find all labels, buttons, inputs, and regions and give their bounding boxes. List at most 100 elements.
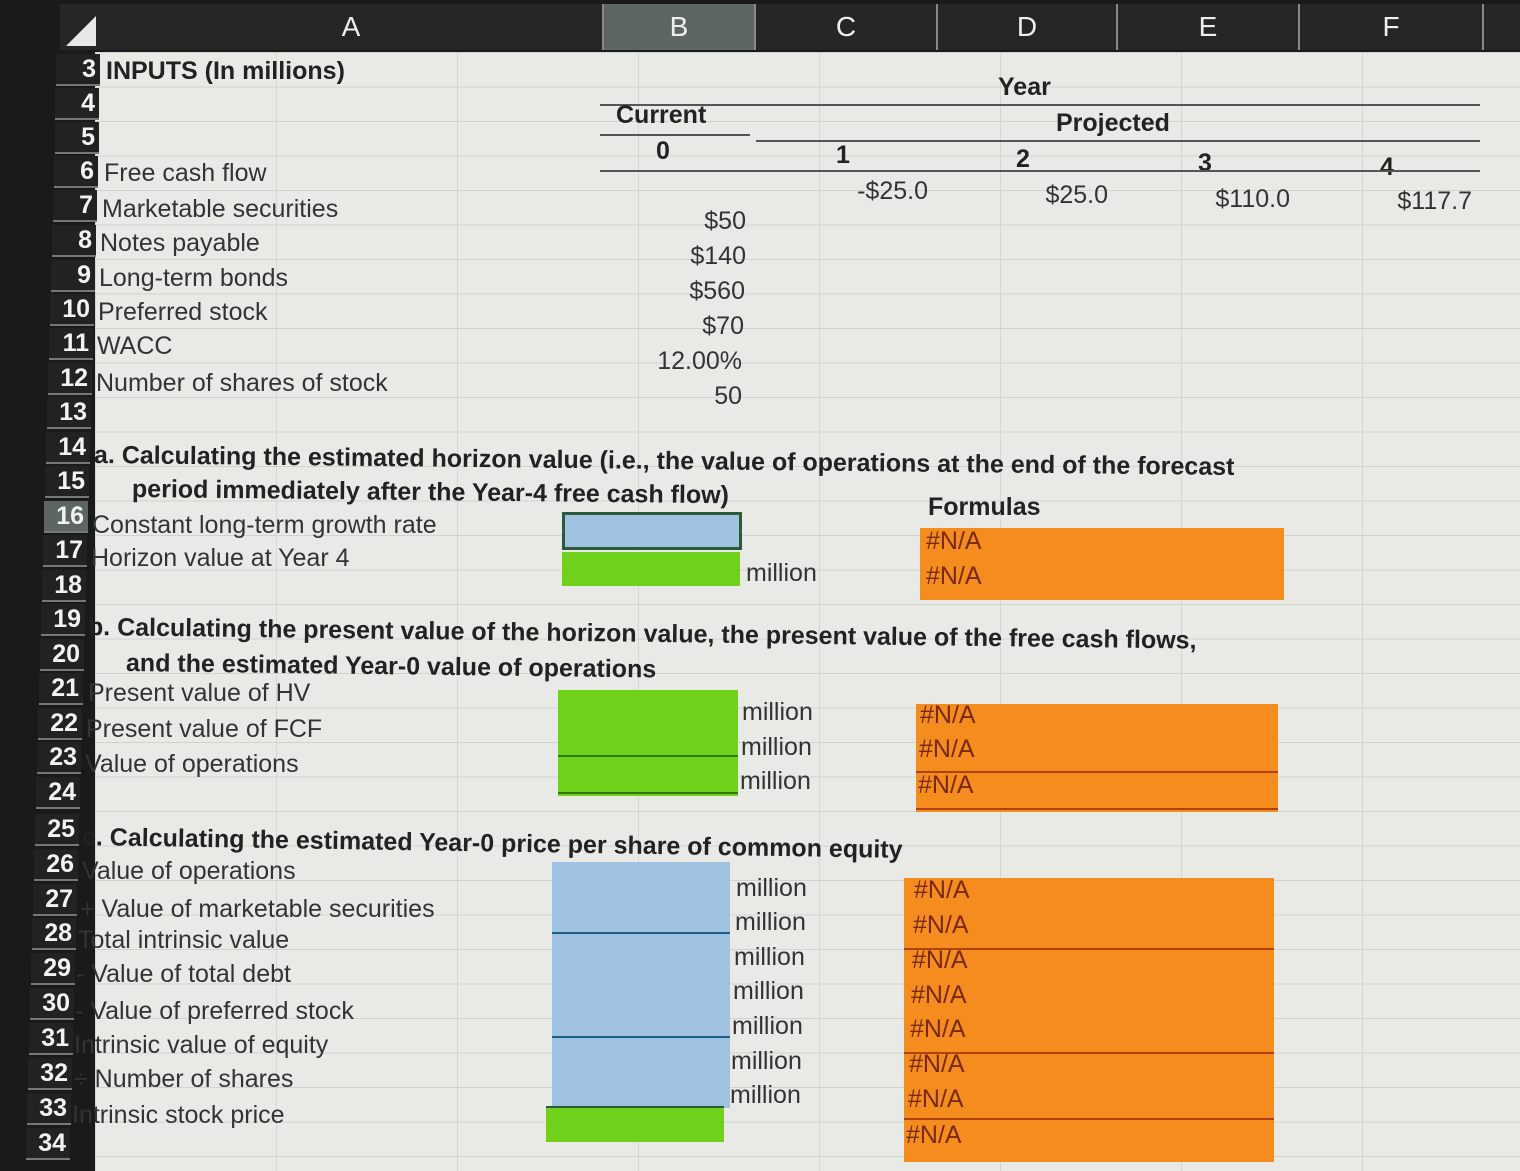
c-value-of-operations-unit: million — [736, 874, 807, 902]
row-header[interactable]: 22 — [38, 708, 82, 740]
c-value-of-operations-formula[interactable]: #N/A — [914, 876, 970, 904]
c-preferred-stock-unit: million — [732, 1012, 803, 1040]
divider — [916, 808, 1278, 810]
divider — [558, 792, 738, 794]
row-header[interactable]: 4 — [55, 88, 99, 120]
input-value-marketable-securities[interactable]: $50 — [704, 207, 746, 235]
input-value-wacc[interactable]: 12.00% — [657, 347, 742, 375]
c-total-intrinsic-value-formula[interactable]: #N/A — [912, 946, 968, 974]
column-header-e[interactable]: E — [1118, 4, 1300, 50]
fcf-label: Free cash flow — [104, 159, 267, 187]
year-underline — [600, 104, 1480, 106]
fcf-year-2[interactable]: $25.0 — [1045, 181, 1108, 209]
input-value-preferred-stock[interactable]: $70 — [702, 312, 744, 340]
column-header-f[interactable]: F — [1300, 4, 1484, 50]
row-header[interactable]: 28 — [32, 918, 76, 950]
input-value-notes-payable[interactable]: $140 — [690, 242, 746, 270]
year-1: 1 — [836, 141, 850, 169]
c-preferred-stock-formula[interactable]: #N/A — [910, 1015, 966, 1043]
row-header[interactable]: 7 — [53, 190, 97, 222]
section-c-formula-block — [904, 878, 1274, 1162]
row-header[interactable]: 17 — [43, 535, 87, 567]
fcf-year-4[interactable]: $117.7 — [1397, 187, 1472, 215]
year-4: 4 — [1380, 153, 1394, 181]
fcf-year-1[interactable]: -$25.0 — [857, 177, 928, 205]
divider — [558, 755, 738, 757]
divider — [904, 1052, 1274, 1054]
row-header[interactable]: 15 — [45, 466, 89, 498]
row-header[interactable]: 23 — [37, 742, 81, 774]
divider — [552, 932, 730, 934]
pv-fcf-formula[interactable]: #N/A — [919, 735, 975, 763]
row-header[interactable]: 10 — [50, 294, 94, 326]
fcf-year-3[interactable]: $110.0 — [1215, 185, 1290, 213]
column-header-d[interactable]: D — [938, 4, 1118, 50]
column-header-b[interactable]: B — [604, 4, 756, 50]
projected-label: Projected — [1056, 109, 1170, 137]
row-header[interactable]: 8 — [52, 225, 96, 257]
c-intrinsic-equity-unit: million — [731, 1047, 802, 1075]
divider — [904, 1118, 1274, 1120]
c-intrinsic-stock-price-label: Intrinsic stock price — [72, 1101, 285, 1129]
pv-hv-formula[interactable]: #N/A — [920, 701, 976, 729]
input-value-long-term-bonds[interactable]: $560 — [689, 277, 745, 305]
section-b-output-block — [558, 690, 738, 796]
row-header[interactable]: 27 — [33, 884, 77, 916]
c-intrinsic-stock-price-formula[interactable]: #N/A — [906, 1121, 962, 1149]
input-value-number-of-shares[interactable]: 50 — [714, 382, 742, 410]
intrinsic-price-output[interactable] — [546, 1106, 724, 1142]
row-header[interactable]: 18 — [42, 570, 86, 602]
c-value-of-operations-label: Value of operations — [82, 857, 296, 885]
row-header[interactable]: 11 — [49, 328, 93, 360]
column-header-g[interactable] — [1484, 4, 1520, 50]
row-header[interactable]: 20 — [40, 639, 84, 671]
pv-fcf-label: Present value of FCF — [86, 715, 323, 743]
c-total-debt-formula[interactable]: #N/A — [911, 981, 967, 1009]
row-header[interactable]: 19 — [41, 604, 85, 636]
row-header[interactable]: 34 — [26, 1128, 70, 1160]
c-number-of-shares-label: ÷ Number of shares — [74, 1065, 294, 1093]
select-all-corner[interactable] — [60, 4, 100, 50]
c-intrinsic-equity-label: Intrinsic value of equity — [74, 1031, 329, 1059]
horizon-value-formula[interactable]: #N/A — [926, 562, 982, 590]
divider — [916, 771, 1278, 773]
section-a-heading-line2: period immediately after the Year-4 free… — [131, 475, 730, 510]
c-marketable-securities-formula[interactable]: #N/A — [913, 911, 969, 939]
row-header[interactable]: 9 — [51, 260, 95, 292]
c-number-of-shares-formula[interactable]: #N/A — [908, 1085, 964, 1113]
row-header[interactable]: 26 — [34, 849, 78, 881]
row-header[interactable]: 31 — [29, 1023, 73, 1055]
row-header[interactable]: 12 — [48, 363, 92, 395]
row-header[interactable]: 16 — [44, 501, 88, 533]
growth-rate-formula[interactable]: #N/A — [926, 527, 982, 555]
column-header-a[interactable]: A — [100, 4, 604, 50]
row-header[interactable]: 32 — [28, 1058, 72, 1090]
column-header-c[interactable]: C — [756, 4, 938, 50]
growth-rate-label: Constant long-term growth rate — [92, 511, 437, 539]
c-total-debt-label: - Value of total debt — [76, 960, 291, 988]
growth-rate-input[interactable] — [562, 512, 742, 550]
section-a-formula-block — [920, 528, 1284, 600]
divider — [904, 948, 1274, 950]
row-header[interactable]: 6 — [54, 156, 98, 188]
row-header[interactable]: 30 — [30, 988, 74, 1020]
c-intrinsic-equity-formula[interactable]: #N/A — [909, 1050, 965, 1078]
row-header[interactable]: 14 — [46, 432, 90, 464]
row-header[interactable]: 29 — [31, 953, 75, 985]
value-of-operations-formula[interactable]: #N/A — [918, 771, 974, 799]
row-header[interactable]: 5 — [55, 122, 99, 154]
horizon-value-output[interactable] — [562, 552, 740, 586]
row-header[interactable]: 33 — [27, 1093, 71, 1125]
inputs-title: INPUTS (In millions) — [106, 57, 345, 85]
row-header[interactable]: 25 — [35, 814, 79, 846]
pv-hv-unit: million — [742, 698, 813, 726]
formulas-label: Formulas — [928, 493, 1041, 521]
row-header[interactable]: 13 — [47, 397, 91, 429]
row-header[interactable]: 21 — [39, 673, 83, 705]
pv-fcf-unit: million — [741, 733, 812, 761]
row-header[interactable]: 24 — [36, 777, 80, 809]
row-header[interactable]: 3 — [56, 54, 100, 86]
c-number-of-shares-unit: million — [730, 1081, 801, 1109]
c-total-intrinsic-value-unit: million — [734, 943, 805, 971]
input-label-wacc: WACC — [97, 332, 173, 360]
